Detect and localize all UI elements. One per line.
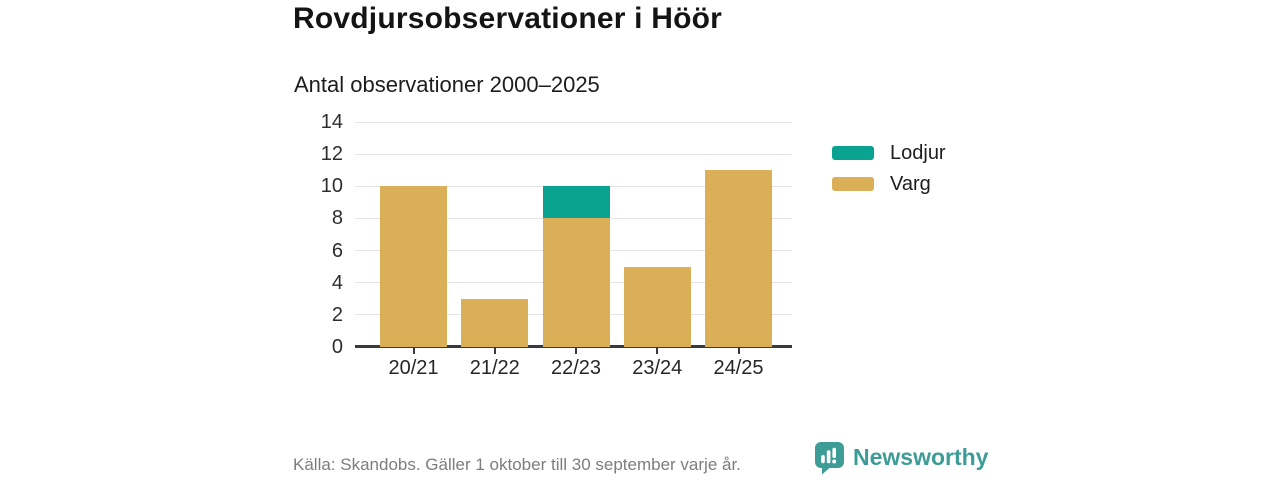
chart-title: Rovdjursobservationer i Höör — [293, 2, 723, 35]
newsworthy-wordmark: Newsworthy — [853, 444, 989, 470]
legend-swatch-lodjur — [832, 146, 874, 160]
x-tick-label: 23/24 — [632, 357, 683, 379]
legend-label: Lodjur — [890, 142, 946, 164]
x-tick-label: 21/22 — [469, 357, 520, 379]
legend-item-varg: Varg — [832, 174, 946, 194]
y-tick-label: 6 — [331, 239, 343, 262]
y-tick-label: 8 — [331, 207, 343, 230]
newsworthy-bubble-chart-icon — [815, 442, 844, 475]
x-axis-tick — [737, 347, 740, 354]
newsworthy-logo[interactable]: Newsworthy — [815, 442, 988, 475]
chart-plot-area — [355, 121, 792, 354]
y-tick-label: 10 — [320, 175, 343, 198]
gridline — [355, 121, 792, 123]
y-tick-label: 14 — [320, 111, 343, 133]
bar-segment-lodjur-22/23 — [542, 186, 610, 219]
x-axis-tick — [412, 347, 415, 354]
x-tick-label: 22/23 — [550, 357, 602, 379]
bar-segment-varg-22/23 — [542, 218, 610, 347]
x-tick-label: 20/21 — [388, 357, 439, 379]
x-tick-label: 24/25 — [713, 357, 764, 379]
bar-segment-varg-20/21 — [380, 186, 447, 347]
y-tick-label: 0 — [331, 336, 343, 358]
legend-swatch-varg — [832, 177, 874, 191]
y-tick-label: 12 — [320, 143, 343, 166]
x-axis-tick — [493, 347, 496, 354]
x-axis-tick — [575, 347, 577, 354]
legend-item-lodjur: Lodjur — [832, 143, 946, 163]
legend-label: Varg — [890, 173, 931, 195]
gridline — [355, 153, 792, 155]
y-tick-label: 2 — [331, 303, 343, 326]
bar-segment-varg-23/24 — [623, 266, 691, 347]
x-axis-tick — [656, 347, 659, 354]
bar-segment-varg-24/25 — [705, 170, 772, 347]
source-note: Källa: Skandobs. Gäller 1 oktober till 3… — [293, 455, 741, 474]
chart-subtitle: Antal observationer 2000–2025 — [294, 72, 600, 97]
y-tick-label: 4 — [331, 271, 343, 294]
bar-segment-varg-21/22 — [461, 298, 529, 347]
chart-legend: Lodjur Varg — [832, 143, 946, 194]
